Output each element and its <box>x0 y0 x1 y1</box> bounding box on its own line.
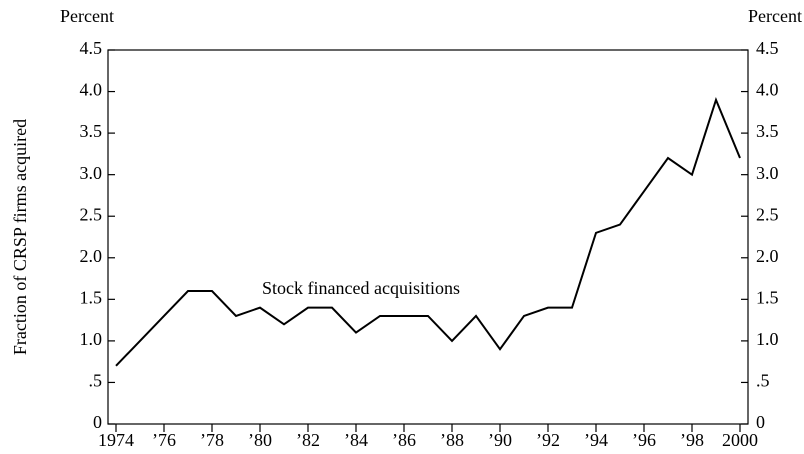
y-tick-label: 1.0 <box>80 329 103 349</box>
y-tick-label: 3.0 <box>80 163 103 183</box>
x-tick-label: ’86 <box>392 430 416 450</box>
y2-tick-label: 0 <box>756 412 765 432</box>
y2-unit-label: Percent <box>748 6 802 26</box>
x-tick-label: ’98 <box>680 430 704 450</box>
y2-tick-label: .5 <box>756 371 770 391</box>
x-tick-label: ’88 <box>440 430 464 450</box>
x-tick-label: ’82 <box>296 430 320 450</box>
x-tick-label: 1974 <box>98 430 134 450</box>
x-tick-label: ’94 <box>584 430 608 450</box>
x-tick-label: ’80 <box>248 430 272 450</box>
y-axis-label: Fraction of CRSP firms acquired <box>10 119 30 355</box>
y2-tick-label: 3.5 <box>756 121 779 141</box>
y-tick-label: 3.5 <box>80 121 103 141</box>
annotation: Stock financed acquisitions <box>262 278 460 298</box>
y2-tick-label: 2.0 <box>756 246 779 266</box>
x-tick-label: ’76 <box>152 430 176 450</box>
y2-tick-label: 1.0 <box>756 329 779 349</box>
y-tick-label: .5 <box>89 371 103 391</box>
plot-frame <box>107 49 749 425</box>
y2-tick-label: 3.0 <box>756 163 779 183</box>
y-tick-label: 4.0 <box>80 80 103 100</box>
x-tick-label: ’96 <box>632 430 656 450</box>
x-tick-label: 2000 <box>722 430 758 450</box>
y2-tick-label: 4.0 <box>756 80 779 100</box>
x-tick-label: ’84 <box>344 430 368 450</box>
x-tick-label: ’90 <box>488 430 512 450</box>
y-unit-label: Percent <box>60 6 114 26</box>
y-tick-label: 2.0 <box>80 246 103 266</box>
y-tick-label: 4.5 <box>80 38 103 58</box>
y-tick-label: 1.5 <box>80 287 103 307</box>
y-tick-label: 0 <box>93 412 102 432</box>
y-tick-label: 2.5 <box>80 204 103 224</box>
y2-tick-label: 4.5 <box>756 38 779 58</box>
y2-tick-label: 2.5 <box>756 204 779 224</box>
x-tick-label: ’92 <box>536 430 560 450</box>
x-tick-label: ’78 <box>200 430 224 450</box>
data-line <box>115 96 741 367</box>
y2-tick-label: 1.5 <box>756 287 779 307</box>
